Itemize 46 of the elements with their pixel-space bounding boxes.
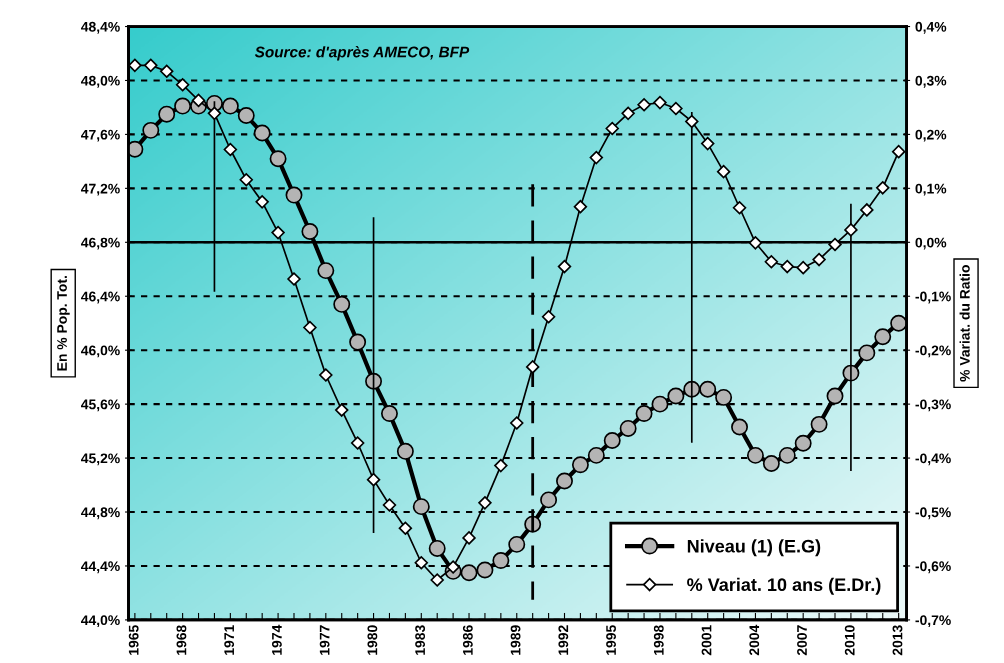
x-tick-label: 1995 (606, 625, 616, 655)
x-tick-label: 1965 (128, 625, 139, 655)
y-tick-label: 45,2% (81, 453, 120, 466)
y2-tick-label: 0,2% (915, 129, 947, 142)
x-tick-label: 2007 (797, 625, 807, 656)
x-tick-label: 1986 (462, 625, 473, 655)
y-tick-label: 44,0% (81, 615, 120, 628)
x-tick-label: 1992 (558, 625, 569, 655)
x-tick-label: 1971 (224, 625, 235, 655)
y2-tick-label: -0,6% (915, 561, 951, 574)
y-tick-label: 45,6% (81, 399, 120, 412)
x-tick-label: 1968 (176, 625, 187, 655)
y-tick-label: 46,8% (81, 237, 120, 250)
y-tick-label: 47,2% (81, 183, 120, 196)
annotation: Source: d'après AMECO, BFP (254, 46, 470, 61)
y-tick-label: 44,8% (81, 507, 120, 520)
y2-tick-label: 0,4% (915, 21, 947, 34)
legend-label: % Variat. 10 ans (E.Dr.) (687, 577, 881, 595)
x-tick-label: 2004 (749, 624, 760, 656)
y2-tick-label: -0,7% (915, 615, 951, 628)
y-tick-label: 48,4% (81, 21, 120, 34)
x-tick-label: 1974 (271, 624, 282, 655)
y-tick-label: 46,0% (81, 345, 120, 358)
x-tick-label: 1983 (415, 625, 426, 655)
y-axis-title: En % Pop. Tot. (57, 276, 70, 371)
y-tick-label: 46,4% (81, 291, 120, 304)
y-tick-label: 48,0% (81, 75, 120, 88)
y-tick-label: 47,6% (81, 129, 120, 142)
x-tick-label: 1989 (510, 625, 521, 655)
x-tick-label: 1977 (319, 625, 330, 655)
x-tick-label: 1980 (367, 625, 378, 655)
y2-tick-label: 0,3% (915, 75, 947, 88)
legend-label: Niveau (1) (E.G) (687, 539, 821, 557)
y2-tick-label: 0,0% (915, 237, 947, 250)
y2-axis-title: % Variat. du Ratio (959, 265, 970, 382)
y-tick-label: 44,4% (81, 561, 120, 574)
y2-tick-label: -0,4% (915, 453, 951, 466)
y2-tick-label: -0,2% (915, 345, 951, 358)
x-tick-label: 1998 (653, 625, 664, 655)
y2-tick-label: 0,1% (915, 183, 947, 196)
y2-tick-label: -0,5% (915, 507, 951, 520)
x-tick-label: 2013 (892, 625, 903, 656)
x-tick-label: 2001 (701, 625, 712, 656)
y2-tick-label: -0,1% (915, 291, 951, 304)
x-tick-label: 2010 (844, 625, 855, 656)
y2-tick-label: -0,3% (915, 399, 951, 412)
